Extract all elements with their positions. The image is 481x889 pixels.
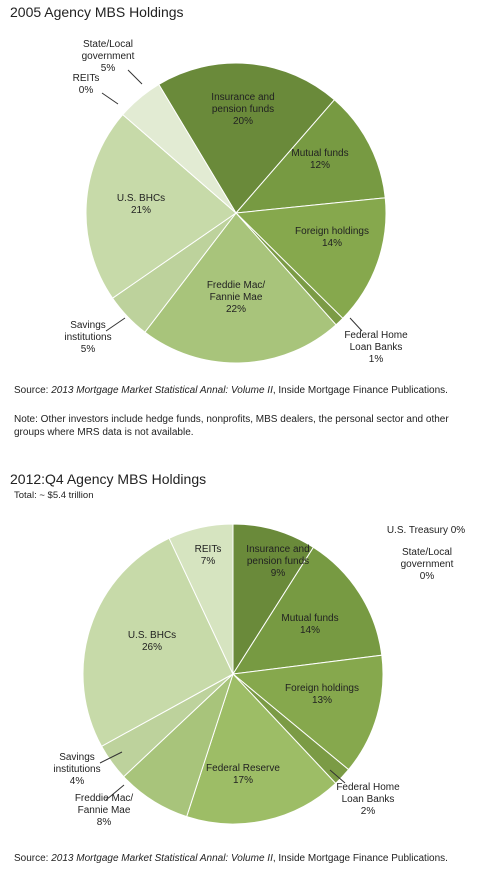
slice-label: Federal Home Loan Banks 1%	[341, 330, 411, 366]
slice-value: 5%	[80, 344, 96, 355]
slice-label: State/Local government 5%	[73, 39, 143, 75]
slice-name: Mutual funds	[281, 613, 339, 624]
pie-slice	[82, 537, 234, 747]
slice-name: REITs	[194, 544, 222, 555]
leader-line	[349, 317, 363, 332]
slice-label: Federal Home Loan Banks 2%	[333, 782, 403, 818]
slice-value: 0%	[450, 525, 466, 536]
slice-value: 8%	[96, 817, 112, 828]
slice-value: 7%	[200, 556, 216, 567]
slice-label: Freddie Mac/ Fannie Mae 8%	[69, 793, 139, 829]
slice-value: 9%	[270, 568, 286, 579]
pie-slice	[122, 83, 237, 214]
slice-name: Mutual funds	[291, 148, 349, 159]
slice-label: U.S. BHCs 26%	[122, 630, 182, 654]
slice-label: U.S. Treasury 0%	[376, 525, 476, 537]
slice-name: REITs	[72, 73, 100, 84]
chart-title-text: 2005 Agency MBS Holdings	[10, 4, 184, 20]
slice-value: 4%	[69, 776, 85, 787]
slice-name: U.S. BHCs	[116, 193, 166, 204]
slice-value: 2%	[360, 806, 376, 817]
slice-name: Insurance and pension funds	[211, 92, 275, 115]
slice-name: Federal Home Loan Banks	[344, 330, 408, 353]
chart-subtitle-text: Total: ~ $5.4 trillion	[14, 490, 94, 501]
slice-value: 14%	[299, 625, 320, 636]
pie-slice	[231, 654, 384, 771]
pie-slice	[144, 212, 337, 364]
source-part: Source:	[14, 853, 52, 864]
leader-line	[105, 784, 125, 801]
slice-label: Savings institutions 4%	[42, 752, 112, 788]
slice-value: 1%	[368, 354, 384, 365]
slice-name: Foreign holdings	[285, 683, 359, 694]
slice-label: Foreign holdings 13%	[277, 683, 367, 707]
source-part: , Inside Mortgage Finance Publications.	[272, 853, 448, 864]
leader-line	[329, 769, 346, 784]
note-text: Note: Other investors include hedge fund…	[14, 414, 449, 438]
slice-name: State/Local government	[81, 39, 135, 62]
source: Source: 2013 Mortgage Market Statistical…	[14, 852, 469, 865]
slice-name: U.S. BHCs	[127, 630, 177, 641]
slice-label: Savings institutions 5%	[53, 320, 123, 356]
slice-label: Foreign holdings 14%	[287, 226, 377, 250]
leader-line	[105, 317, 126, 332]
slice-label: REITs 7%	[188, 544, 228, 568]
slice-value: 26%	[141, 642, 162, 653]
chart-title-text: 2012:Q4 Agency MBS Holdings	[10, 471, 207, 487]
slice-name: State/Local government	[400, 547, 454, 570]
slice-label: Freddie Mac/ Fannie Mae 22%	[201, 280, 271, 316]
slice-label: REITs 0%	[66, 73, 106, 97]
note: Note: Other investors include hedge fund…	[14, 413, 469, 439]
slice-value: 22%	[225, 304, 246, 315]
source-part: 2013 Mortgage Market Statistical Annal: …	[51, 385, 273, 396]
slice-name: Freddie Mac/ Fannie Mae	[74, 793, 134, 816]
slice-name: Insurance and pension funds	[246, 544, 310, 567]
slice-name: Freddie Mac/ Fannie Mae	[206, 280, 266, 303]
pie-slice	[232, 523, 315, 676]
slice-label: Insurance and pension funds 9%	[241, 544, 316, 580]
slice-value: 17%	[232, 775, 253, 786]
slice-name: Savings institutions	[64, 320, 112, 343]
slice-label: Federal Reserve 17%	[198, 763, 288, 787]
slice-value: 0%	[419, 571, 435, 582]
slice-name: Federal Reserve	[206, 763, 280, 774]
slice-value: 20%	[232, 116, 253, 127]
slice-name: Savings institutions	[53, 752, 101, 775]
slice-value: 13%	[311, 695, 332, 706]
pie-slice	[158, 62, 336, 214]
slice-value: 12%	[309, 160, 330, 171]
chart-subtitle: Total: ~ $5.4 trillion	[14, 490, 93, 501]
chart-title: 2005 Agency MBS Holdings	[10, 4, 184, 20]
pie-slice	[234, 197, 387, 320]
pie-slice	[85, 113, 237, 299]
pie-slice	[232, 546, 383, 675]
leader-line	[99, 751, 123, 764]
source-part: , Inside Mortgage Finance Publications.	[272, 385, 448, 396]
slice-value: 5%	[100, 63, 116, 74]
source: Source: 2013 Mortgage Market Statistical…	[14, 384, 469, 397]
source-part: Source:	[14, 385, 52, 396]
leader-line	[127, 69, 143, 85]
slice-value: 14%	[321, 238, 342, 249]
source-part: 2013 Mortgage Market Statistical Annal: …	[51, 853, 273, 864]
pie-slice	[186, 673, 337, 825]
slice-label: Insurance and pension funds 20%	[198, 92, 288, 128]
slice-name: U.S. Treasury	[386, 525, 448, 536]
leader-line	[101, 92, 119, 105]
slice-label: Mutual funds 14%	[275, 613, 345, 637]
slice-label: State/Local government 0%	[392, 547, 462, 583]
slice-name: Foreign holdings	[295, 226, 369, 237]
slice-label: Mutual funds 12%	[285, 148, 355, 172]
slice-value: 0%	[78, 85, 94, 96]
slice-value: 21%	[130, 205, 151, 216]
pie-slice	[234, 99, 386, 214]
chart-title: 2012:Q4 Agency MBS Holdings	[10, 471, 206, 487]
slice-label: U.S. BHCs 21%	[111, 193, 171, 217]
slice-name: Federal Home Loan Banks	[336, 782, 400, 805]
